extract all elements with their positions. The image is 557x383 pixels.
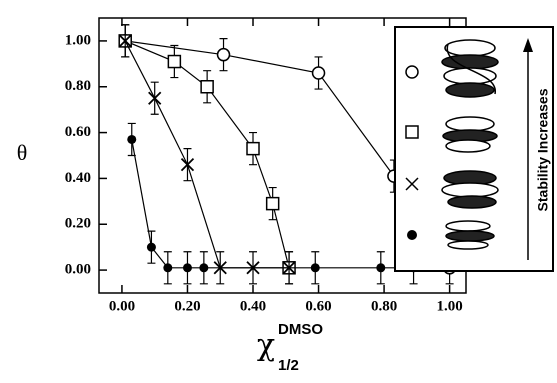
series-line xyxy=(124,40,290,268)
marker xyxy=(265,196,280,211)
marker xyxy=(199,263,209,273)
marker xyxy=(180,158,195,172)
x-axis-label-superscript: DMSO xyxy=(278,321,323,338)
protein-icons xyxy=(441,39,499,250)
marker xyxy=(167,54,182,69)
marker xyxy=(200,80,214,94)
marker xyxy=(163,263,173,273)
marker xyxy=(376,263,386,273)
legend-marker xyxy=(407,230,417,240)
marker xyxy=(118,34,132,48)
legend-marker xyxy=(405,177,419,191)
marker xyxy=(127,134,137,144)
y-tick-label: 0.80 xyxy=(65,78,91,94)
x-tick-label: 0.20 xyxy=(174,298,200,314)
marker xyxy=(246,141,260,156)
y-tick-label: 0.60 xyxy=(65,124,91,140)
inset: Stability Increases xyxy=(394,26,554,272)
marker xyxy=(148,91,162,105)
x-tick-label: 0.40 xyxy=(240,298,266,314)
y-axis-label: θ xyxy=(17,140,28,165)
x-tick-label: 0.00 xyxy=(109,298,135,314)
y-tick-label: 0.40 xyxy=(65,170,91,186)
x-tick-label: 0.60 xyxy=(305,298,331,314)
inset-text: Stability Increases xyxy=(535,88,551,211)
marker xyxy=(146,242,156,252)
marker xyxy=(182,263,192,273)
y-tick-label: 0.00 xyxy=(65,262,91,278)
y-tick-label: 0.20 xyxy=(65,216,91,232)
marker xyxy=(310,263,320,273)
marker xyxy=(216,47,231,62)
marker xyxy=(311,66,326,80)
x-tick-label: 1.00 xyxy=(436,298,462,314)
legend-marker xyxy=(405,65,419,79)
x-axis-label: χ xyxy=(257,328,275,363)
x-axis-label-subscript: 1/2 xyxy=(278,357,299,374)
legend-marker xyxy=(405,125,419,139)
x-tick-label: 0.80 xyxy=(371,298,397,314)
arrow-head xyxy=(523,38,533,52)
y-tick-label: 1.00 xyxy=(65,32,91,48)
